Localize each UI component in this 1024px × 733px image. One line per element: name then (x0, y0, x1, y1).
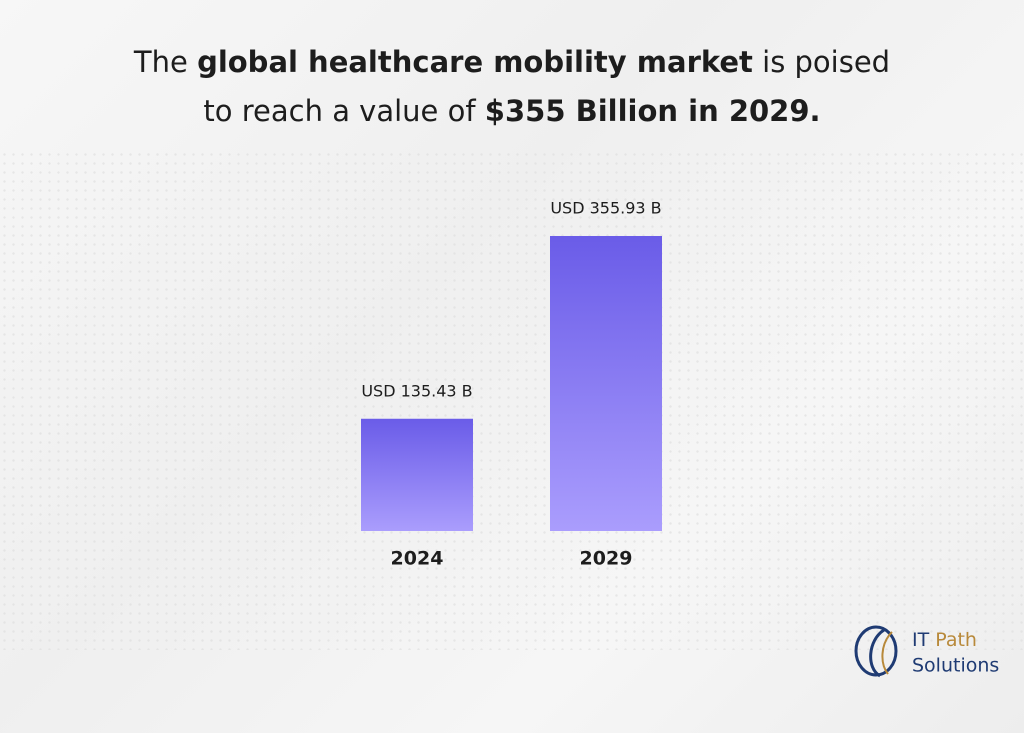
logo-name: IT Path (912, 629, 977, 651)
chart-title: The global healthcare mobility market is… (0, 38, 1024, 136)
title-part: global healthcare mobility market (197, 45, 753, 79)
bar (361, 418, 473, 531)
logo-word: IT (912, 629, 930, 651)
title-part: $355 Billion in 2029. (484, 94, 821, 128)
bar (550, 236, 662, 531)
value-label: USD 355.93 B (550, 199, 661, 218)
title-part: The (133, 45, 188, 79)
value-label: USD 135.43 B (361, 381, 472, 400)
x-tick-label: 2024 (391, 548, 444, 570)
logo-subtitle: Solutions (912, 655, 999, 677)
x-tick-label: 2029 (580, 548, 633, 570)
title-part: is poised (762, 45, 891, 79)
background-dots (0, 150, 1024, 650)
logo-word: Path (935, 629, 977, 651)
title-line: The global healthcare mobility market is… (0, 38, 1024, 87)
logo-icon (854, 625, 898, 678)
title-line: to reach a value of $355 Billion in 2029… (0, 87, 1024, 136)
title-part: to reach a value of (203, 94, 476, 128)
